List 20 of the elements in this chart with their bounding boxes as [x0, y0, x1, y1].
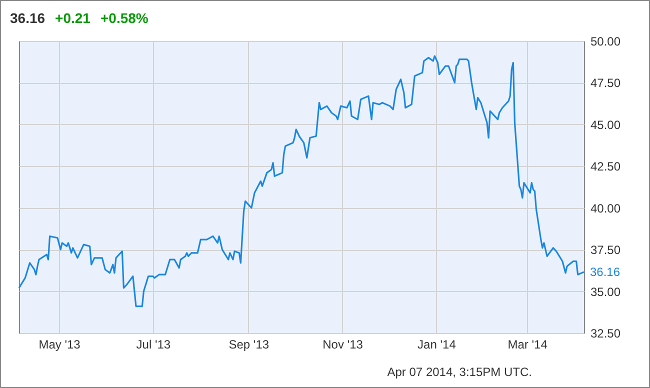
x-tick-label: Sep '13	[228, 338, 270, 352]
chart-title: 36.16	[10, 10, 46, 26]
line-series	[18, 55, 585, 308]
x-tick-label: Jan '14	[418, 338, 456, 352]
text: +0.58%	[100, 10, 148, 26]
y-tick-label: 50.00	[590, 34, 621, 48]
x-tick-label: Jul '13	[136, 338, 171, 352]
y-tick-label: 32.50	[590, 326, 621, 340]
x-tick-label: Nov '13	[322, 338, 364, 352]
text: Apr 07 2014, 3:15PM UTC.	[387, 365, 532, 379]
annotation: 36.16	[590, 264, 620, 279]
y-tick-label: 47.50	[590, 76, 621, 90]
y-tick-label: 37.50	[590, 243, 621, 258]
x-tick-label: May '13	[38, 338, 81, 352]
y-tick-label: 40.00	[590, 201, 621, 216]
y-tick-label: 45.00	[590, 118, 621, 132]
x-tick-label: Mar '14	[508, 338, 548, 352]
text: +0.21	[55, 10, 90, 26]
y-tick-label: 42.50	[590, 160, 621, 174]
y-tick-label: 35.00	[590, 284, 621, 299]
